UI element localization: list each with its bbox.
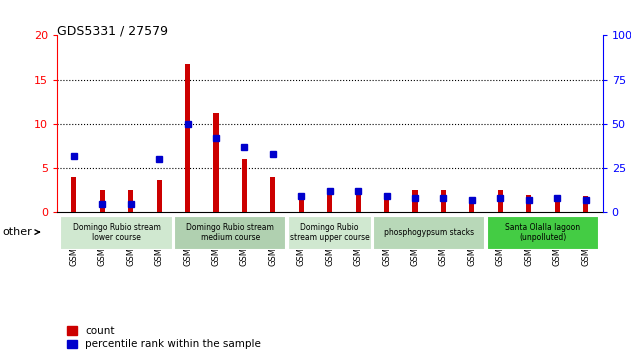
Text: Domingo Rubio
stream upper course: Domingo Rubio stream upper course	[290, 223, 370, 242]
Bar	[298, 196, 304, 212]
Bar	[71, 177, 76, 212]
Bar	[583, 196, 588, 212]
Text: GDS5331 / 27579: GDS5331 / 27579	[57, 25, 168, 38]
Text: other: other	[3, 227, 39, 237]
Bar	[526, 195, 531, 212]
Bar	[355, 190, 361, 212]
Bar	[174, 216, 286, 250]
Bar	[270, 177, 275, 212]
Bar	[384, 196, 389, 212]
Bar	[213, 113, 218, 212]
Legend: count, percentile rank within the sample: count, percentile rank within the sample	[68, 326, 261, 349]
Bar	[242, 159, 247, 212]
Bar	[128, 190, 133, 212]
Bar	[555, 196, 560, 212]
Bar	[185, 64, 190, 212]
Bar	[498, 190, 503, 212]
Bar	[413, 190, 418, 212]
Bar	[327, 190, 333, 212]
Text: Domingo Rubio stream
lower course: Domingo Rubio stream lower course	[73, 223, 160, 242]
Bar	[373, 216, 485, 250]
Text: Santa Olalla lagoon
(unpolluted): Santa Olalla lagoon (unpolluted)	[505, 223, 581, 242]
Bar	[469, 199, 475, 212]
Bar	[156, 180, 162, 212]
Bar	[60, 216, 173, 250]
Bar	[441, 190, 446, 212]
Bar	[288, 216, 372, 250]
Bar	[487, 216, 599, 250]
Text: Domingo Rubio stream
medium course: Domingo Rubio stream medium course	[186, 223, 274, 242]
Text: phosphogypsum stacks: phosphogypsum stacks	[384, 228, 475, 237]
Bar	[100, 190, 105, 212]
